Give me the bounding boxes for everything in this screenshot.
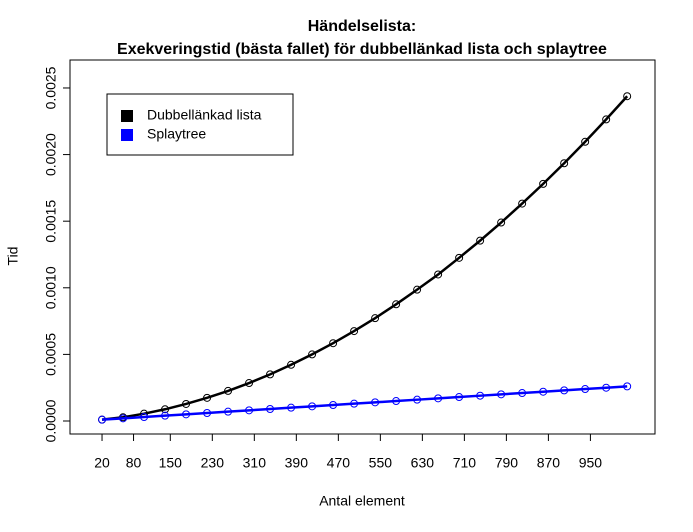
x-tick-label: 390 — [285, 455, 309, 471]
data-point — [434, 394, 443, 403]
data-point — [350, 399, 359, 408]
data-point — [539, 387, 548, 396]
data-point — [476, 391, 485, 400]
x-tick-label: 80 — [126, 455, 142, 471]
x-tick-label: 230 — [201, 455, 225, 471]
y-tick-label: 0.0010 — [43, 266, 59, 309]
data-point — [476, 236, 485, 245]
data-point — [308, 402, 317, 411]
legend-label: Dubbellänkad lista — [147, 107, 262, 123]
data-point — [119, 414, 128, 423]
data-point — [329, 339, 338, 348]
data-point — [350, 327, 359, 336]
data-point — [413, 395, 422, 404]
data-point — [602, 115, 611, 124]
data-point — [224, 386, 233, 395]
data-point — [455, 393, 464, 402]
data-point — [203, 409, 212, 418]
data-point — [245, 406, 254, 415]
data-point — [497, 390, 506, 399]
data-point — [98, 415, 107, 424]
data-point — [161, 405, 170, 414]
data-point — [224, 407, 233, 416]
chart-title: Händelselista: — [308, 18, 416, 35]
data-point — [371, 398, 380, 407]
y-tick-label: 0.0005 — [43, 333, 59, 376]
x-tick-label: 150 — [159, 455, 183, 471]
legend-swatch — [121, 129, 133, 141]
x-tick-label: 710 — [453, 455, 477, 471]
data-point — [539, 179, 548, 188]
series-line — [101, 385, 628, 421]
data-point — [560, 159, 569, 168]
data-point — [581, 385, 590, 394]
y-tick-label: 0.0020 — [43, 133, 59, 176]
data-point — [602, 383, 611, 392]
data-point — [518, 199, 527, 208]
data-point — [560, 386, 569, 395]
data-point — [413, 285, 422, 294]
data-point — [623, 92, 632, 101]
y-axis-label: Tid — [5, 247, 21, 266]
data-point — [392, 300, 401, 309]
data-point — [266, 370, 275, 379]
data-point — [287, 403, 296, 412]
x-tick-label: 470 — [327, 455, 351, 471]
data-point — [455, 253, 464, 262]
data-point — [518, 389, 527, 398]
legend-swatch — [121, 110, 133, 122]
data-point — [182, 399, 191, 408]
data-point — [140, 413, 149, 422]
data-point — [371, 314, 380, 323]
legend-box — [106, 93, 294, 156]
x-tick-label: 310 — [243, 455, 267, 471]
data-point — [161, 411, 170, 420]
data-point — [329, 401, 338, 410]
legend-label: Splaytree — [147, 126, 206, 142]
x-tick-label: 950 — [579, 455, 603, 471]
y-tick-label: 0.0025 — [43, 66, 59, 109]
y-tick-label: 0.0015 — [43, 200, 59, 243]
data-point — [308, 350, 317, 359]
data-point — [392, 397, 401, 406]
x-tick-label: 630 — [411, 455, 435, 471]
data-point — [182, 410, 191, 419]
data-point — [287, 360, 296, 369]
x-tick-label: 550 — [369, 455, 393, 471]
data-point — [245, 379, 254, 388]
plot-frame — [69, 59, 656, 435]
data-point — [203, 393, 212, 402]
x-tick-label: 20 — [94, 455, 110, 471]
data-point — [266, 405, 275, 414]
data-point — [497, 218, 506, 227]
chart-subtitle: Exekveringstid (bästa fallet) för dubbel… — [117, 41, 607, 58]
x-axis-label: Antal element — [319, 493, 405, 509]
y-tick-label: 0.0000 — [43, 399, 59, 442]
data-point — [581, 137, 590, 146]
x-tick-label: 870 — [537, 455, 561, 471]
data-point — [434, 270, 443, 279]
data-point — [623, 382, 632, 391]
x-tick-label: 790 — [495, 455, 519, 471]
